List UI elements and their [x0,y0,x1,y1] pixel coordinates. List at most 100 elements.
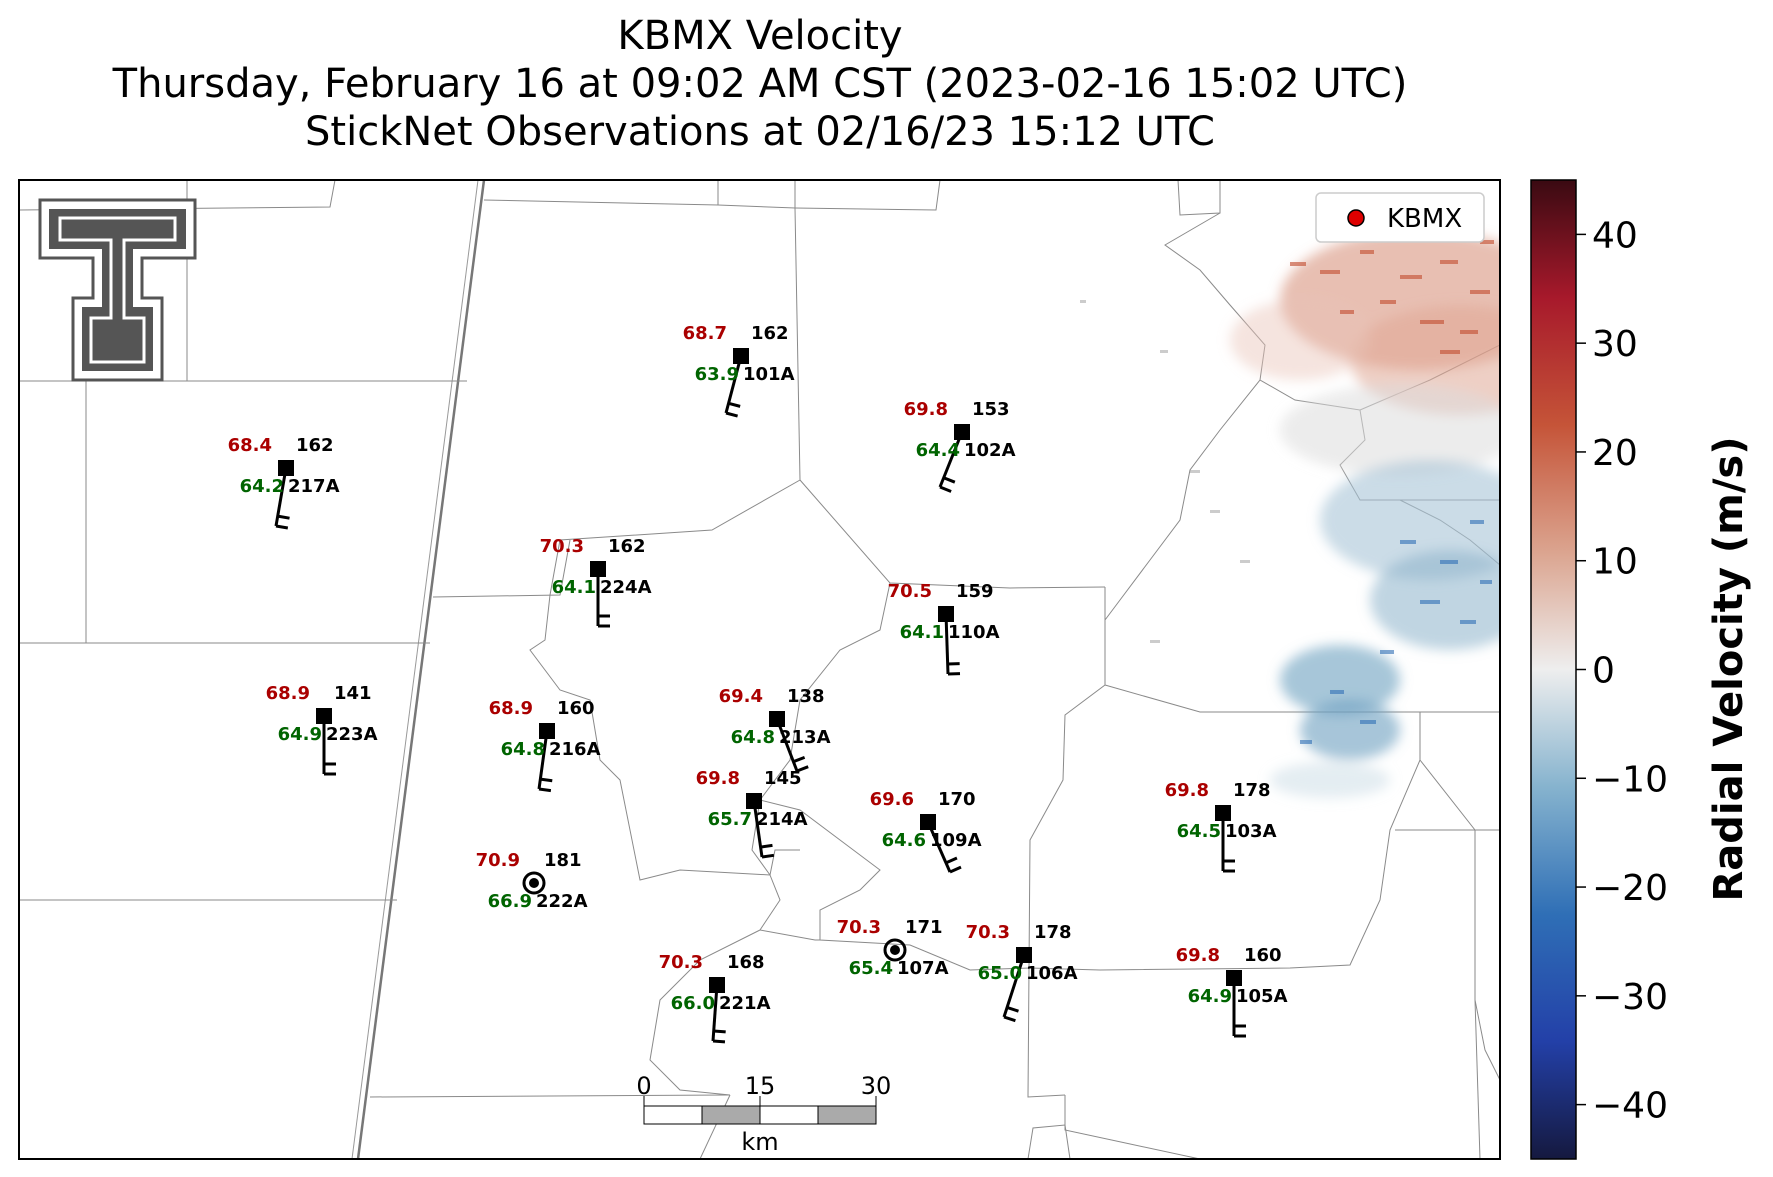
dewpoint-value: 64.9 [1188,986,1232,1007]
station-101a: 68.7 162 63.9 101A [683,323,795,418]
station-marker-icon [278,460,294,476]
colorbar-ticks: 40 30 20 10 0 −10 −20 −30 −40 [1576,215,1668,1127]
wind-barb-icon [926,821,952,873]
station-id: 107A [897,958,949,979]
temperature-value: 68.9 [266,683,310,704]
station-id: 101A [743,364,795,385]
pressure-value: 170 [938,789,976,810]
dewpoint-value: 66.0 [671,993,715,1014]
station-107a: 70.3 171 65.4 107A [837,917,949,979]
kbmx-marker-icon [1347,209,1365,227]
scale-label-0: 0 [636,1072,651,1100]
temperature-value: 68.4 [228,435,272,456]
station-marker-icon [539,723,555,739]
colorbar-tick-label: 40 [1592,215,1638,256]
station-109a: 69.6 170 64.6 109A [870,789,982,874]
pressure-value: 171 [905,917,943,938]
temperature-value: 69.4 [719,686,763,707]
colorbar-tick-label: 0 [1592,651,1615,692]
dewpoint-value: 65.0 [978,963,1022,984]
barb-feather [277,514,290,520]
barb-feather [538,787,552,793]
title-radar: KBMX Velocity [617,13,903,59]
barb-feather [939,485,952,493]
dewpoint-value: 66.9 [488,891,532,912]
colorbar-tick-label: 30 [1592,324,1638,365]
wind-barb-icon [537,730,549,790]
station-110a: 70.5 159 64.1 110A [888,581,1000,676]
barb-feather [275,524,289,530]
station-222a: 70.9 181 66.9 222A [476,850,588,912]
texas-tech-logo-icon [38,198,197,382]
dewpoint-value: 64.8 [731,727,775,748]
pressure-value: 160 [557,698,595,719]
colorbar-label: Radial Velocity (m/s) [1706,436,1752,901]
station-id: 106A [1026,963,1078,984]
station-marker-icon [1226,970,1242,986]
sticknet-stations: 68.7 162 63.9 101A 68.4 162 64.2 217A 69.8 153 64.… [228,323,1288,1044]
temperature-value: 68.7 [683,323,727,344]
pressure-value: 160 [1244,945,1282,966]
temperature-value: 70.9 [476,850,520,871]
dewpoint-value: 65.4 [849,958,893,979]
pressure-value: 168 [727,952,765,973]
station-id: 214A [756,809,808,830]
scale-label-15: 15 [745,1072,776,1100]
station-marker-icon [590,561,606,577]
station-id: 213A [779,727,831,748]
station-id: 105A [1236,986,1288,1007]
dewpoint-value: 64.2 [240,476,284,497]
station-217a: 68.4 162 64.2 217A [228,435,340,530]
station-marker-icon [954,424,970,440]
station-216a: 68.9 160 64.8 216A [489,698,601,793]
barb-feather [943,476,956,484]
scale-unit: km [741,1128,778,1156]
station-id: 222A [536,891,588,912]
station-id: 110A [948,622,1000,643]
dewpoint-value: 64.1 [900,622,944,643]
legend: KBMX [1315,192,1485,243]
station-id: 216A [549,739,601,760]
pressure-value: 181 [544,850,582,871]
station-marker-icon [529,878,539,888]
colorbar-ramp [1530,179,1577,1160]
dewpoint-value: 64.6 [882,830,926,851]
pressure-value: 162 [608,536,646,557]
station-marker-icon [316,708,332,724]
station-223a: 68.9 141 64.9 223A [266,683,378,776]
temperature-value: 70.3 [540,536,584,557]
pressure-value: 162 [296,435,334,456]
station-id: 102A [964,440,1016,461]
pressure-value: 153 [972,399,1010,420]
map-area [18,179,1501,1160]
legend-label: KBMX [1387,204,1462,234]
barb-feather [792,755,806,764]
pressure-value: 178 [1034,922,1072,943]
temperature-value: 70.3 [966,922,1010,943]
colorbar-tick-label: 10 [1592,542,1638,583]
temperature-value: 69.8 [1176,945,1220,966]
station-marker-icon [1016,947,1032,963]
dewpoint-value: 63.9 [695,364,739,385]
station-marker-icon [769,711,785,727]
wind-barb-icon [938,431,964,488]
colorbar-tick-label: −40 [1592,1086,1668,1127]
temperature-value: 69.8 [904,399,948,420]
dewpoint-value: 64.8 [501,739,545,760]
title-datetime: Thursday, February 16 at 09:02 AM CST (2… [112,61,1408,107]
temperature-value: 70.3 [659,952,703,973]
station-id: 223A [326,724,378,745]
dewpoint-value: 65.7 [708,809,752,830]
wind-barb-icon [752,800,764,858]
station-marker-icon [733,348,749,364]
title-observations: StickNet Observations at 02/16/23 15:12 … [305,109,1215,155]
pressure-value: 141 [334,683,372,704]
station-id: 103A [1225,821,1277,842]
station-marker-icon [746,793,762,809]
dewpoint-value: 64.1 [552,577,596,598]
barb-feather [1003,1015,1016,1023]
pressure-value: 162 [751,323,789,344]
dewpoint-value: 64.5 [1177,821,1221,842]
county-boundaries [19,180,1500,1159]
